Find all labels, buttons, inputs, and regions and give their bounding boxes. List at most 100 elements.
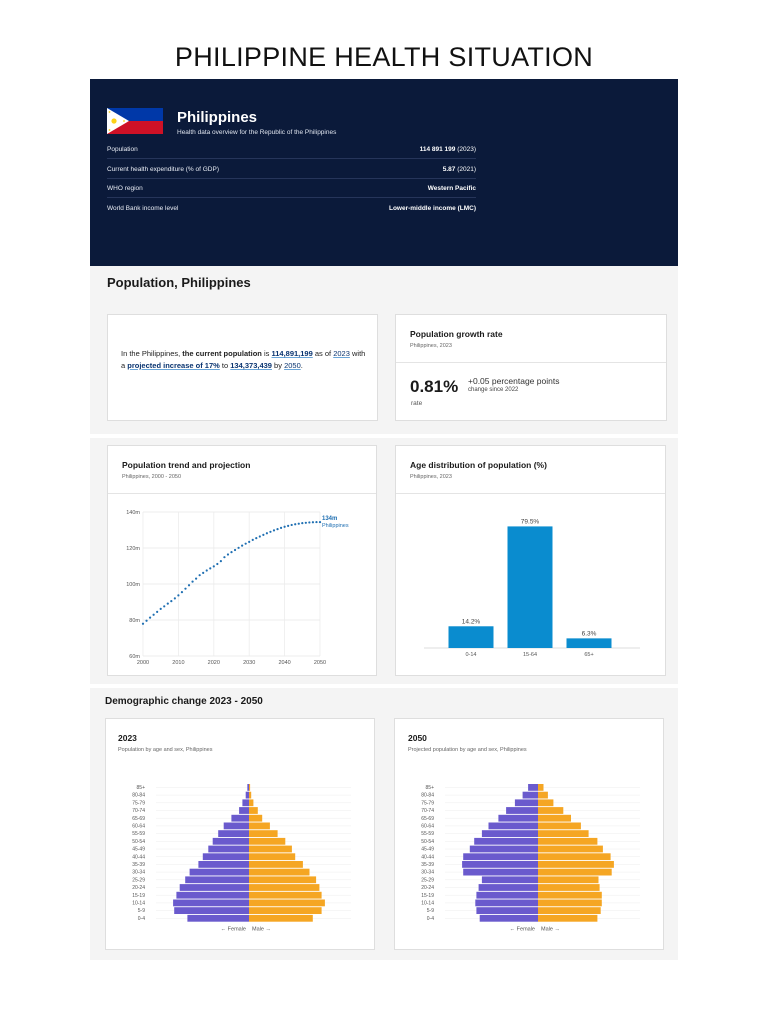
female-bar: [514, 799, 538, 807]
age-group-label: 20-24: [132, 885, 145, 891]
data-point: [283, 525, 286, 528]
data-point: [152, 613, 155, 616]
male-bar: [249, 784, 251, 791]
female-bar: [245, 791, 249, 799]
bar-15-64: [507, 526, 553, 648]
growth-rate-unit: rate: [411, 400, 423, 407]
male-bar: [538, 807, 564, 814]
male-bar: [538, 861, 614, 868]
age-group-label: 50-54: [421, 839, 434, 845]
info-label: Population: [107, 146, 138, 153]
bar-0-14: [448, 626, 494, 648]
male-bar: [538, 784, 544, 791]
male-bar: [249, 799, 254, 807]
data-point: [180, 591, 184, 594]
info-label: WHO region: [107, 185, 143, 192]
female-bar: [218, 830, 249, 837]
pyramid-2050-subtitle: Projected population by age and sex, Phi…: [408, 747, 527, 753]
female-bar: [187, 914, 249, 922]
age-group-label: 50-54: [132, 839, 145, 845]
age-group-label: 40-44: [421, 854, 434, 860]
age-group-label: 30-34: [132, 870, 145, 876]
data-point: [272, 529, 276, 532]
divider: [396, 493, 665, 494]
current-population-link[interactable]: 114,891,199: [271, 349, 313, 358]
age-group-label: 25-29: [132, 877, 145, 883]
data-point: [195, 577, 198, 580]
info-row-income-level: World Bank income level Lower-middle inc…: [107, 199, 476, 218]
female-bar: [475, 899, 538, 907]
x-tick-label: 2020: [208, 660, 220, 666]
data-point: [241, 544, 244, 547]
age-group-label: 45-49: [132, 847, 145, 853]
female-bar: [481, 876, 538, 884]
projected-increase-link[interactable]: projected increase of 17%: [127, 361, 220, 370]
male-axis-label: Male →: [541, 927, 560, 933]
divider: [108, 493, 376, 494]
female-bar: [176, 891, 249, 899]
population-trend-chart: 60m 80m 100m 120m 140m 2000 2010 2020 2030 2040 20…: [126, 510, 349, 666]
data-point: [226, 553, 230, 556]
female-bar: [198, 861, 249, 868]
data-point: [251, 538, 254, 541]
female-bar: [231, 814, 249, 822]
age-group-label: 5-9: [427, 908, 434, 914]
female-axis-label: ← Female: [510, 927, 535, 933]
male-bar: [249, 876, 317, 884]
age-group-label: 65-69: [132, 816, 145, 822]
female-bar: [239, 807, 249, 814]
data-point: [219, 560, 222, 563]
end-value-label: 134m: [322, 516, 337, 522]
pyramid-2023-subtitle: Population by age and sex, Philippines: [118, 747, 213, 753]
country-header: Philippines Health data overview for the…: [90, 79, 678, 266]
data-point: [244, 542, 247, 545]
female-bar: [462, 861, 538, 868]
female-bar: [202, 853, 249, 861]
data-point: [233, 548, 237, 552]
info-row-who-region: WHO region Western Pacific: [107, 179, 476, 198]
age-group-label: 0-4: [427, 916, 434, 922]
female-bar: [223, 822, 249, 830]
growth-rate-title: Population growth rate: [410, 329, 503, 339]
data-point: [187, 584, 191, 587]
data-point: [159, 607, 162, 610]
growth-rate-value: 0.81%: [410, 377, 459, 396]
projection-year-link[interactable]: 2050: [284, 361, 301, 370]
male-bar: [538, 837, 598, 845]
x-tick-label: 2050: [314, 660, 326, 666]
data-point: [177, 594, 180, 597]
age-group-label: 55-59: [132, 831, 145, 837]
age-group-label: 45-49: [421, 847, 434, 853]
data-point: [163, 605, 166, 608]
data-point: [294, 523, 297, 526]
bar-value-label: 79.5%: [521, 518, 540, 525]
growth-rate-card: Population growth rate Philippines, 2023…: [395, 314, 667, 421]
population-summary-card: In the Philippines, the current populati…: [107, 314, 378, 421]
data-point: [230, 551, 233, 554]
year-link[interactable]: 2023: [333, 349, 350, 358]
data-point: [265, 532, 268, 535]
age-chart-subtitle: Philippines, 2023: [410, 474, 452, 480]
age-group-label: 70-74: [132, 808, 145, 814]
y-tick-label: 80m: [129, 618, 140, 624]
age-group-label: 15-19: [421, 893, 434, 899]
male-bar: [538, 830, 589, 837]
female-bar: [174, 907, 249, 914]
data-point: [248, 540, 251, 543]
age-group-label: 55-59: [421, 831, 434, 837]
male-bar: [538, 791, 548, 799]
age-group-label: 60-64: [421, 824, 434, 830]
female-bar: [208, 845, 249, 853]
data-point: [212, 565, 215, 568]
female-bar: [185, 876, 249, 884]
philippines-flag-icon: [107, 108, 163, 134]
age-group-label: 5-9: [138, 908, 145, 914]
female-bar: [476, 891, 538, 899]
male-bar: [249, 899, 325, 907]
age-group-label: 10-14: [132, 901, 145, 907]
age-group-label: 65-69: [421, 816, 434, 822]
y-tick-label: 60m: [129, 654, 140, 660]
projected-population-link[interactable]: 134,373,439: [230, 361, 272, 370]
info-year: (2021): [457, 166, 476, 173]
